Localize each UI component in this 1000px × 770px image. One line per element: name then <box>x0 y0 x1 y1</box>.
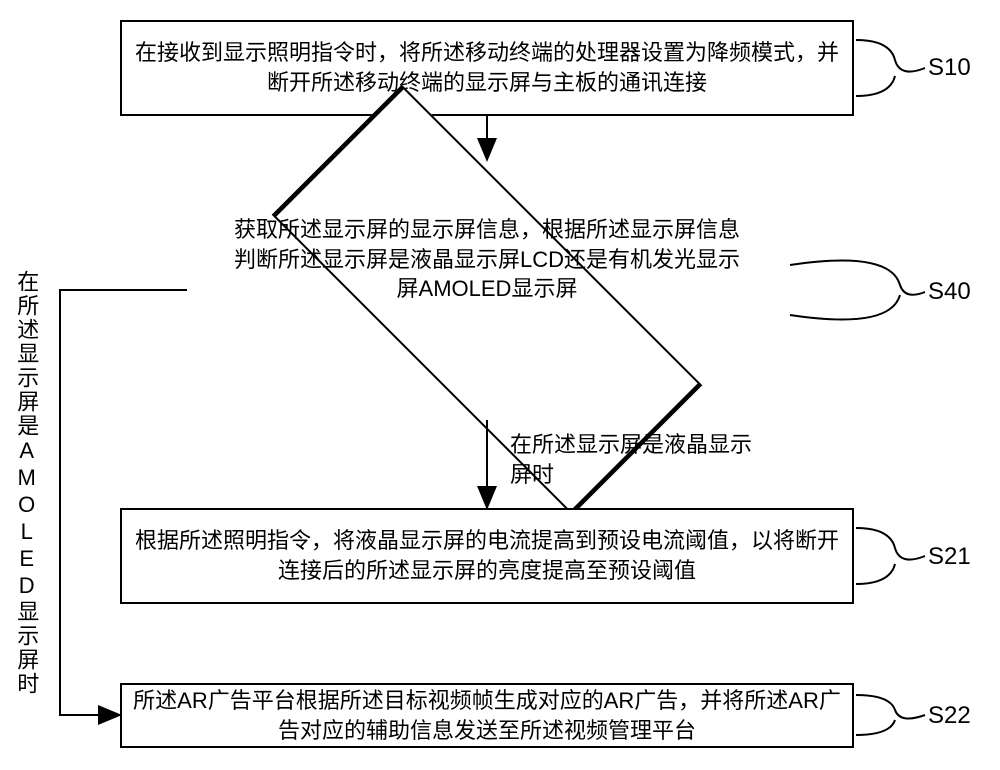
flowchart-canvas: 在接收到显示照明指令时，将所述移动终端的处理器设置为降频模式，并断开所述移动终端… <box>0 0 1000 770</box>
node-s10-text: 在接收到显示照明指令时，将所述移动终端的处理器设置为降频模式，并断开所述移动终端… <box>132 38 842 97</box>
node-s22: 所述AR广告平台根据所述目标视频帧生成对应的AR广告，并将所述AR广告对应的辅助… <box>120 683 854 748</box>
node-s21: 根据所述照明指令，将液晶显示屏的电流提高到预设电流阈值，以将断开连接后的所述显示… <box>120 508 854 604</box>
step-label-s21: S21 <box>928 543 971 571</box>
node-s22-text: 所述AR广告平台根据所述目标视频帧生成对应的AR广告，并将所述AR广告对应的辅助… <box>132 686 842 745</box>
step-label-s10: S10 <box>928 54 971 82</box>
node-s40-text: 获取所述显示屏的显示屏信息，根据所述显示屏信息判断所述显示屏是液晶显示屏LCD还… <box>227 215 747 304</box>
edge-label-lcd: 在所述显示屏是液晶显示屏时 <box>510 430 770 489</box>
node-s40: 获取所述显示屏的显示屏信息，根据所述显示屏信息判断所述显示屏是液晶显示屏LCD还… <box>187 160 787 420</box>
node-s10: 在接收到显示照明指令时，将所述移动终端的处理器设置为降频模式，并断开所述移动终端… <box>120 20 854 116</box>
node-s21-text: 根据所述照明指令，将液晶显示屏的电流提高到预设电流阈值，以将断开连接后的所述显示… <box>132 526 842 585</box>
edge-label-amoled: 在所述显示屏是AMOLED显示屏时 <box>14 270 38 710</box>
step-label-s22: S22 <box>928 702 971 730</box>
step-label-s40: S40 <box>928 278 971 306</box>
